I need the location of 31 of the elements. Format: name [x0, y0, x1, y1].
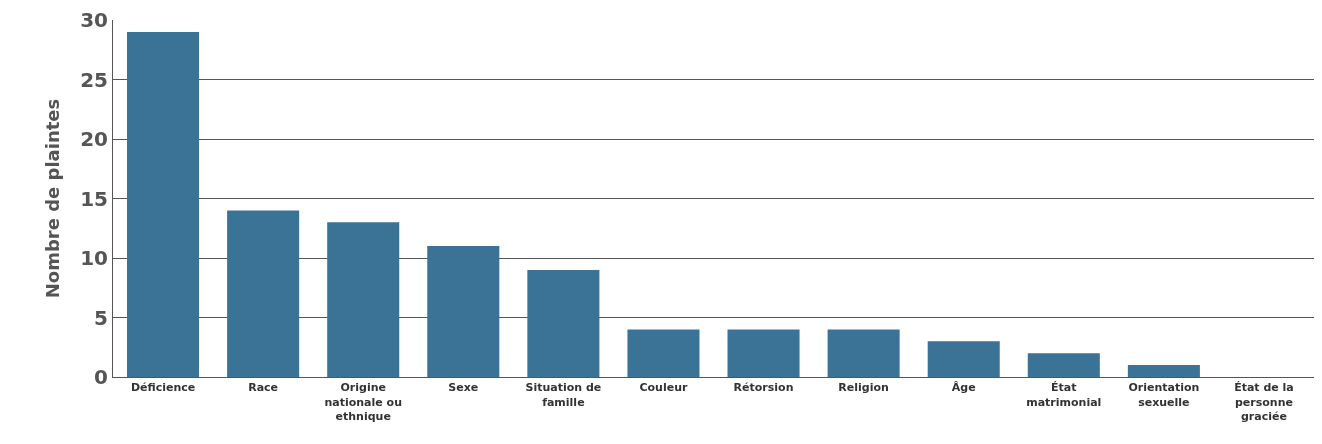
bar	[1127, 365, 1200, 377]
x-tick-label: Religion	[838, 381, 889, 395]
x-tick-label: Rétorsion	[733, 381, 794, 395]
bar	[527, 269, 600, 377]
x-tick-label: Race	[248, 381, 279, 395]
x-tick-label: Origine nationale ou ethnique	[324, 381, 402, 423]
bar	[1027, 353, 1100, 377]
y-axis-title: Nombre de plaintes	[42, 98, 64, 299]
y-tick-label: 25	[80, 67, 108, 92]
x-tick-label: Sexe	[448, 381, 479, 395]
x-tick-label: Couleur	[639, 381, 689, 395]
x-tick-label: État de la personne graciée	[1234, 381, 1294, 423]
bar	[427, 246, 500, 377]
y-tick-label: 30	[80, 8, 108, 32]
y-tick-label: 0	[94, 365, 108, 389]
bar	[827, 329, 900, 377]
bar	[327, 222, 400, 377]
x-tick-label: Déficience	[130, 381, 196, 395]
x-tick-label: Situation de famille	[525, 381, 602, 409]
y-tick-label: 20	[80, 127, 108, 151]
bar	[727, 329, 800, 377]
y-tick-label: 15	[80, 186, 108, 211]
y-tick-label: 10	[80, 246, 108, 270]
bar	[927, 341, 1000, 377]
x-tick-label: État matrimonial	[1026, 381, 1102, 409]
bar	[127, 31, 200, 377]
bar	[627, 329, 700, 377]
x-tick-label: Âge	[951, 381, 976, 395]
x-tick-label: Orientation sexuelle	[1128, 381, 1200, 409]
y-tick-label: 5	[94, 305, 108, 330]
bar	[227, 210, 300, 377]
